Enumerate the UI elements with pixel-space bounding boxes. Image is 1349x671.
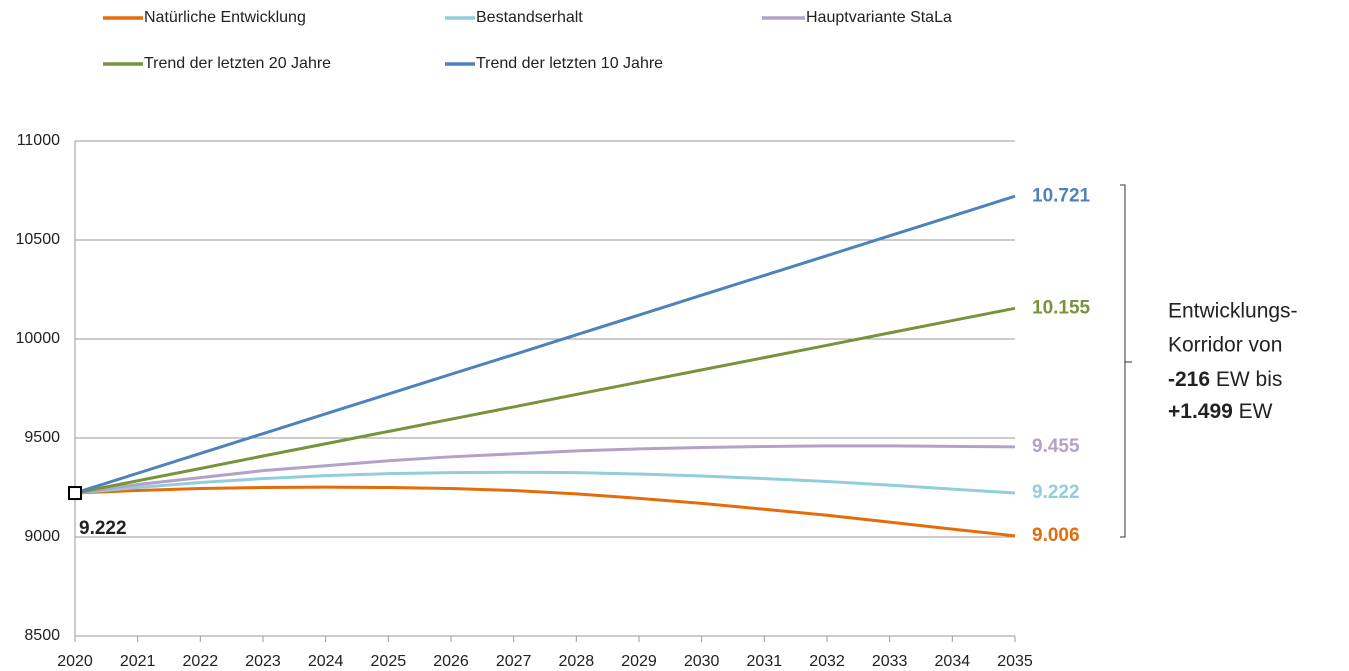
end-label: 9.006 <box>1032 525 1080 546</box>
x-tick-label: 2032 <box>809 653 845 670</box>
annotation-text: EW <box>1239 400 1273 423</box>
x-tick-label: 2024 <box>308 653 344 670</box>
end-label: 10.155 <box>1032 297 1091 318</box>
x-tick-label: 2028 <box>559 653 595 670</box>
x-tick-label: 2034 <box>935 653 971 670</box>
annotation: Entwicklungs- <box>1168 300 1298 323</box>
x-tick-label: 2027 <box>496 653 532 670</box>
legend-label: Trend der letzten 20 Jahre <box>144 55 331 72</box>
y-tick-label: 10000 <box>16 330 61 347</box>
end-label: 10.721 <box>1032 185 1091 206</box>
start-label: 9.222 <box>79 518 127 539</box>
x-tick-label: 2023 <box>245 653 281 670</box>
corridor-bracket <box>1120 184 1132 538</box>
series-line <box>74 444 1016 495</box>
legend-label: Hauptvariante StaLa <box>806 9 952 26</box>
x-tick-label: 2020 <box>57 653 93 670</box>
x-tick-label: 2029 <box>621 653 657 670</box>
annotation-text: EW bis <box>1216 368 1283 391</box>
series-line <box>74 306 1016 495</box>
end-label: 9.455 <box>1032 436 1080 457</box>
x-tick-label: 2031 <box>747 653 783 670</box>
start-marker <box>68 486 82 501</box>
legend-label: Natürliche Entwicklung <box>144 9 306 26</box>
annotation-low: -216 <box>1168 368 1210 391</box>
y-tick-label: 11000 <box>17 132 60 149</box>
x-tick-label: 2026 <box>433 653 469 670</box>
annotation-high: +1.499 <box>1168 400 1233 423</box>
x-tick-label: 2025 <box>371 653 407 670</box>
x-tick-label: 2035 <box>997 653 1033 670</box>
y-tick-label: 9500 <box>24 429 60 446</box>
x-tick-label: 2021 <box>120 653 156 670</box>
annotation: +1.499 EW <box>1168 400 1273 423</box>
y-tick-label: 8500 <box>24 627 60 644</box>
end-label: 9.222 <box>1032 482 1080 503</box>
annotation: -216 EW bis <box>1168 368 1282 391</box>
x-tick-label: 2030 <box>684 653 720 670</box>
legend-label: Bestandserhalt <box>476 9 583 26</box>
annotation: Korridor von <box>1168 334 1282 357</box>
series-line <box>74 485 1016 538</box>
legend-label: Trend der letzten 10 Jahre <box>476 55 663 72</box>
y-tick-label: 10500 <box>16 231 61 248</box>
x-tick-label: 2022 <box>183 653 219 670</box>
series-line <box>74 470 1016 495</box>
x-tick-label: 2033 <box>872 653 908 670</box>
series-line <box>74 194 1016 495</box>
y-tick-label: 9000 <box>24 528 60 545</box>
